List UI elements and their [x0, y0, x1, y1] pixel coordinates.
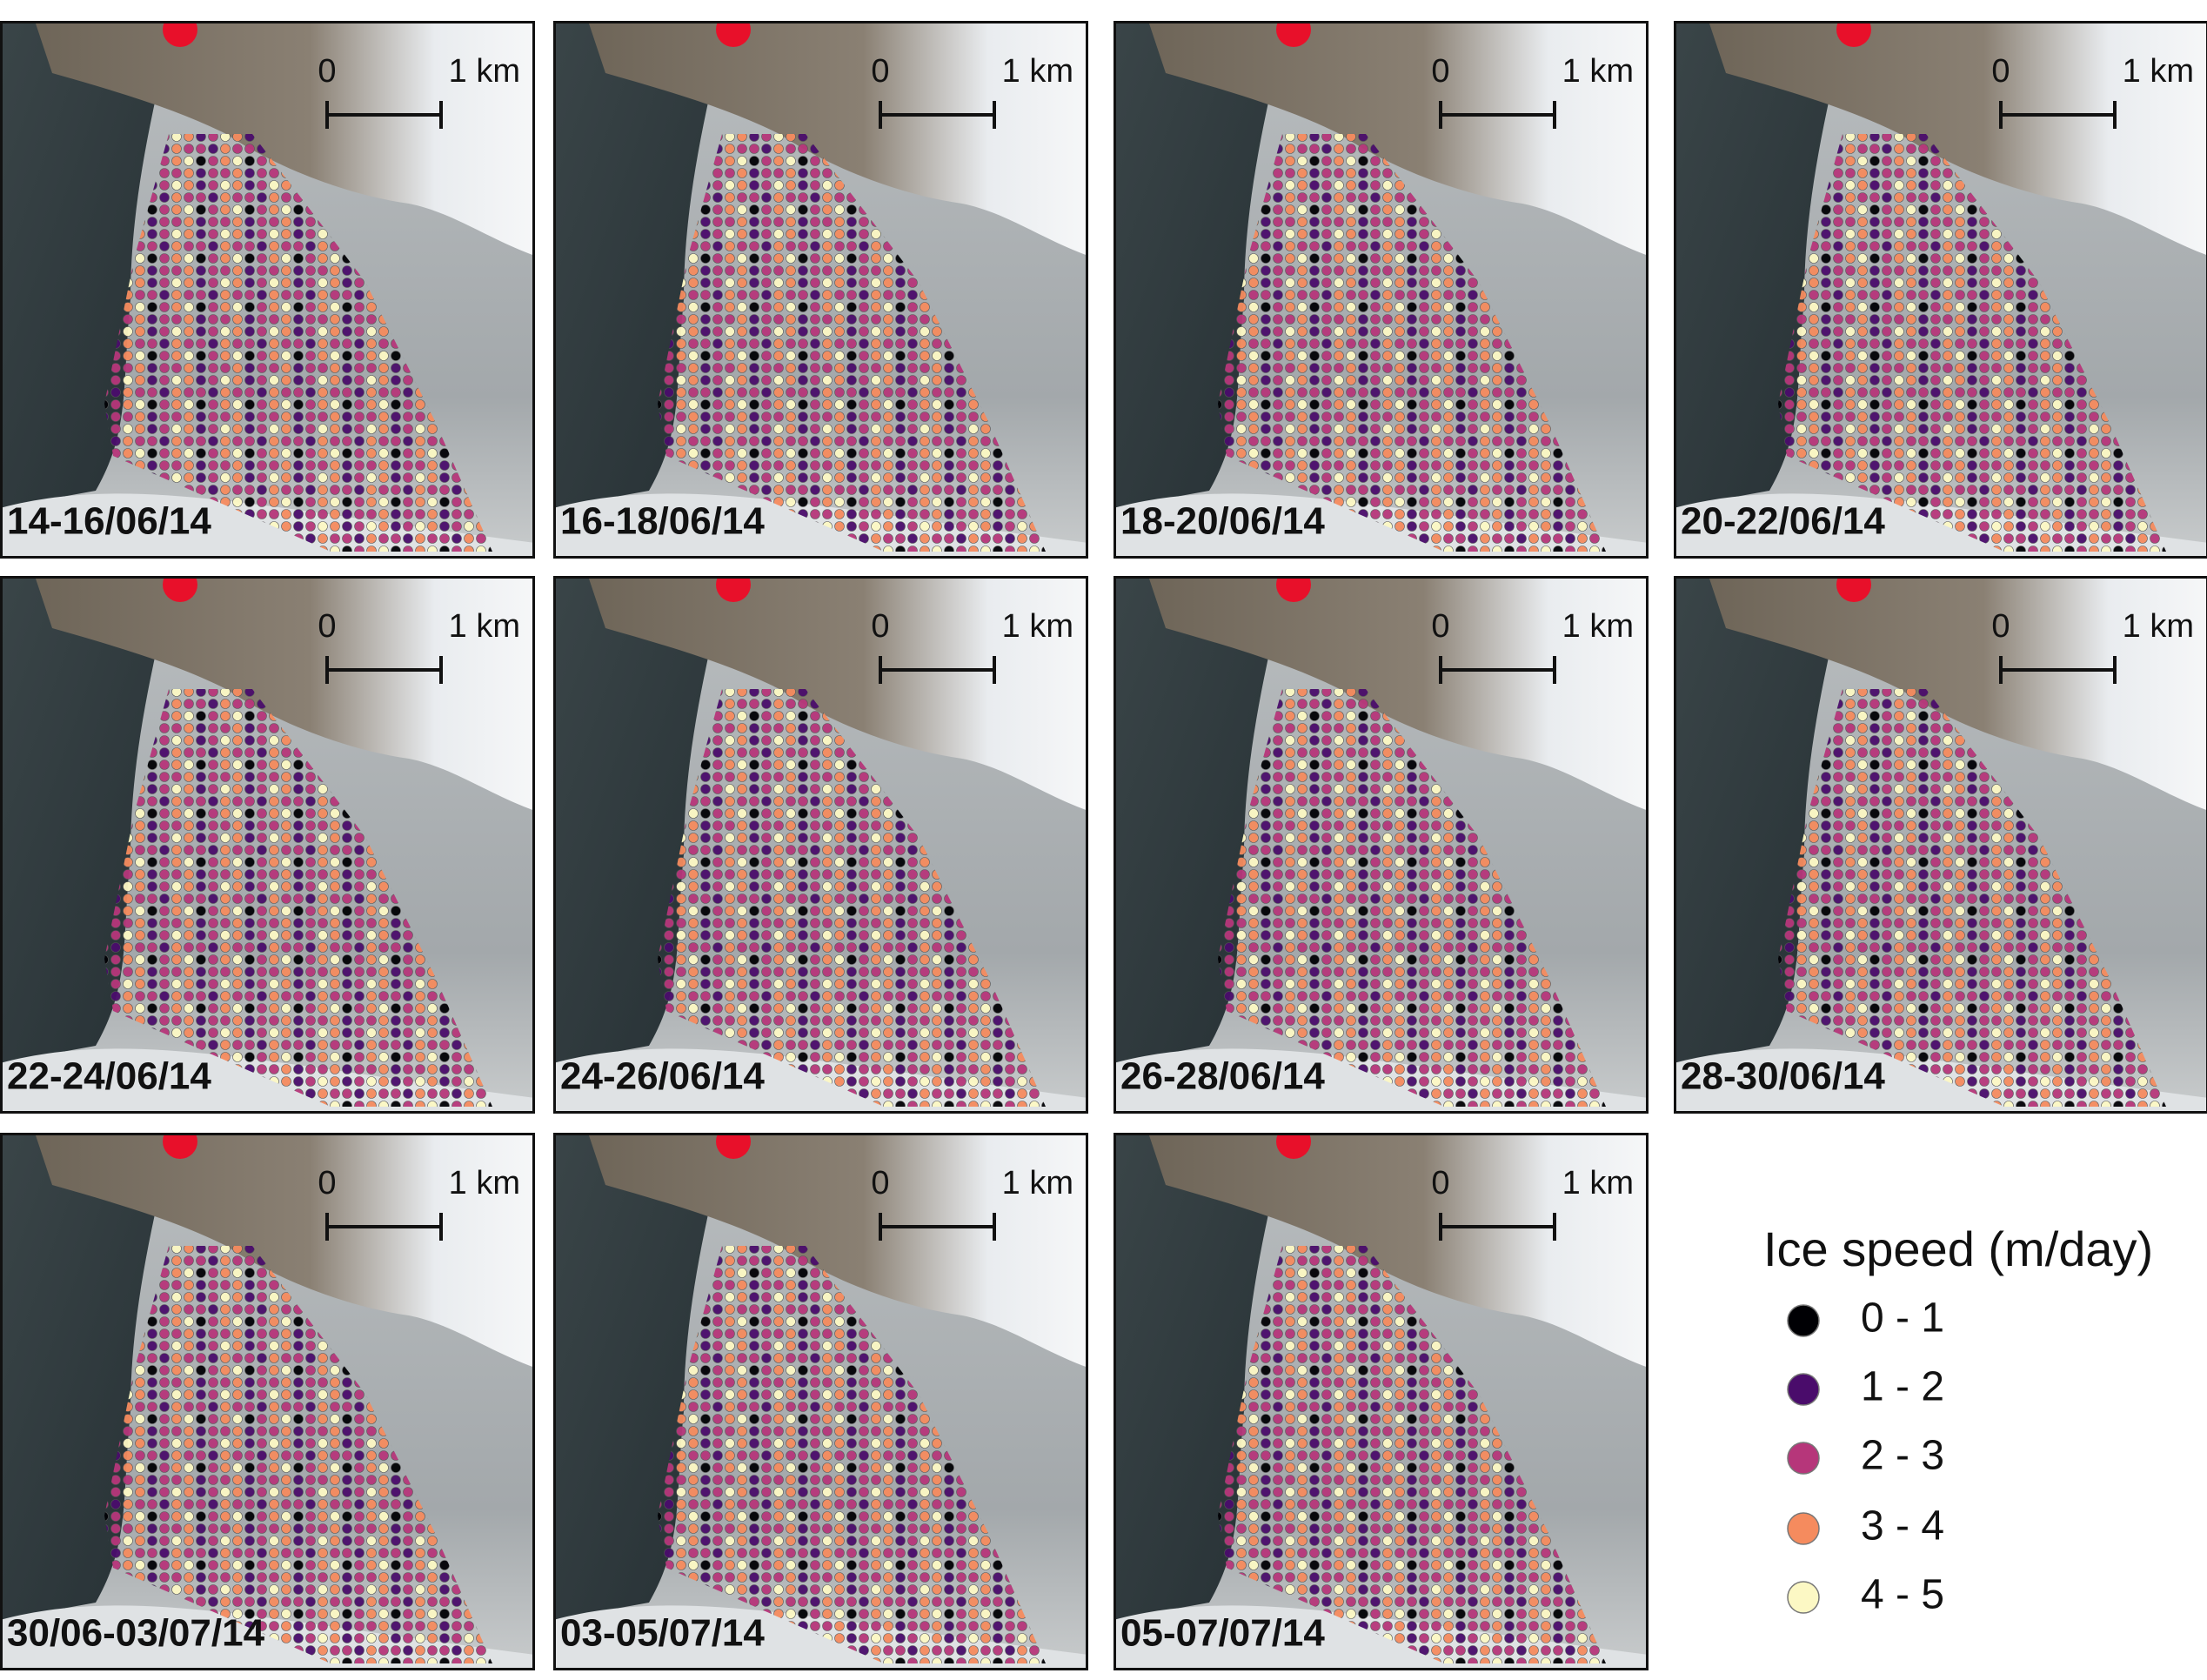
legend-swatch: [1788, 1582, 1819, 1613]
panel-date-label: 16-18/06/14: [560, 500, 765, 543]
station-marker: [163, 1124, 197, 1159]
map-panel: 0 1 km 20-22/06/14: [1674, 12, 2207, 559]
map-panel: 0 1 km 22-24/06/14: [0, 567, 535, 1114]
satellite-image: [553, 1124, 1088, 1670]
satellite-image: [0, 12, 535, 559]
legend-swatch: [1788, 1442, 1819, 1474]
scale-end-label: 1 km: [1002, 53, 1073, 90]
station-marker: [1836, 12, 1871, 47]
scale-start-label: 0: [318, 608, 336, 645]
station-marker: [1276, 567, 1311, 602]
legend-swatch: [1788, 1374, 1819, 1405]
satellite-image: [1114, 12, 1649, 559]
legend-swatch: [1788, 1513, 1819, 1544]
panels: 0 1 km 14-16/06/14 0 1 km 16-18/06/14 0 1 km 18-…: [0, 12, 2207, 1670]
satellite-image: [1114, 567, 1649, 1114]
scale-end-label: 1 km: [1002, 1165, 1073, 1201]
panel-date-label: 14-16/06/14: [7, 500, 211, 543]
scale-start-label: 0: [1991, 608, 2010, 645]
panel-date-label: 28-30/06/14: [1681, 1055, 1885, 1098]
station-marker: [716, 567, 751, 602]
scale-start-label: 0: [1991, 53, 2010, 90]
panel-date-label: 03-05/07/14: [560, 1612, 765, 1655]
panel-date-label: 05-07/07/14: [1120, 1612, 1325, 1655]
map-panel: 0 1 km 03-05/07/14: [553, 1124, 1088, 1670]
scale-start-label: 0: [1431, 53, 1449, 90]
legend-label: 3 - 4: [1861, 1503, 1944, 1549]
scale-end-label: 1 km: [449, 53, 520, 90]
legend: Ice speed (m/day) 0 - 1 1 - 2 2 - 3 3 - 4 4 …: [1763, 1222, 2153, 1618]
scale-start-label: 0: [1431, 608, 1449, 645]
legend-label: 4 - 5: [1861, 1572, 1944, 1618]
map-panel: 0 1 km 16-18/06/14: [553, 12, 1088, 559]
scale-start-label: 0: [318, 53, 336, 90]
station-marker: [716, 12, 751, 47]
scale-end-label: 1 km: [1002, 608, 1073, 645]
station-marker: [163, 12, 197, 47]
panel-date-label: 24-26/06/14: [560, 1055, 765, 1098]
map-panel: 0 1 km 14-16/06/14: [0, 12, 535, 559]
map-panel: 0 1 km 05-07/07/14: [1114, 1124, 1649, 1670]
scale-end-label: 1 km: [1562, 608, 1634, 645]
panel-date-label: 18-20/06/14: [1120, 500, 1325, 543]
panel-date-label: 22-24/06/14: [7, 1055, 211, 1098]
legend-title: Ice speed (m/day): [1763, 1222, 2153, 1276]
station-marker: [716, 1124, 751, 1159]
station-marker: [1836, 567, 1871, 602]
panel-date-label: 20-22/06/14: [1681, 500, 1885, 543]
legend-label: 2 - 3: [1861, 1433, 1944, 1479]
satellite-image: [553, 12, 1088, 559]
scale-end-label: 1 km: [2123, 608, 2194, 645]
scale-end-label: 1 km: [1562, 53, 1634, 90]
satellite-image: [1114, 1124, 1649, 1670]
panel-date-label: 26-28/06/14: [1120, 1055, 1325, 1098]
station-marker: [163, 567, 197, 602]
scale-start-label: 0: [871, 608, 889, 645]
map-panel: 0 1 km 26-28/06/14: [1114, 567, 1649, 1114]
scale-start-label: 0: [871, 53, 889, 90]
satellite-image: [0, 1124, 535, 1670]
map-panel: 0 1 km 28-30/06/14: [1674, 567, 2207, 1114]
legend-label: 1 - 2: [1861, 1364, 1944, 1410]
panel-date-label: 30/06-03/07/14: [7, 1612, 265, 1655]
scale-end-label: 1 km: [449, 608, 520, 645]
station-marker: [1276, 1124, 1311, 1159]
figure: 0 1 km 14-16/06/14 0 1 km 16-18/06/14 0 1 km 18-…: [0, 0, 2207, 1680]
satellite-image: [553, 567, 1088, 1114]
scale-start-label: 0: [318, 1165, 336, 1201]
station-marker: [1276, 12, 1311, 47]
map-panel: 0 1 km 18-20/06/14: [1114, 12, 1649, 559]
map-panel: 0 1 km 24-26/06/14: [553, 567, 1088, 1114]
scale-end-label: 1 km: [2123, 53, 2194, 90]
legend-swatch: [1788, 1305, 1819, 1336]
scale-start-label: 0: [871, 1165, 889, 1201]
scale-start-label: 0: [1431, 1165, 1449, 1201]
scale-end-label: 1 km: [1562, 1165, 1634, 1201]
legend-label: 0 - 1: [1861, 1295, 1944, 1342]
scale-end-label: 1 km: [449, 1165, 520, 1201]
satellite-image: [1674, 567, 2207, 1114]
map-panel: 0 1 km 30/06-03/07/14: [0, 1124, 535, 1670]
satellite-image: [1674, 12, 2207, 559]
satellite-image: [0, 567, 535, 1114]
